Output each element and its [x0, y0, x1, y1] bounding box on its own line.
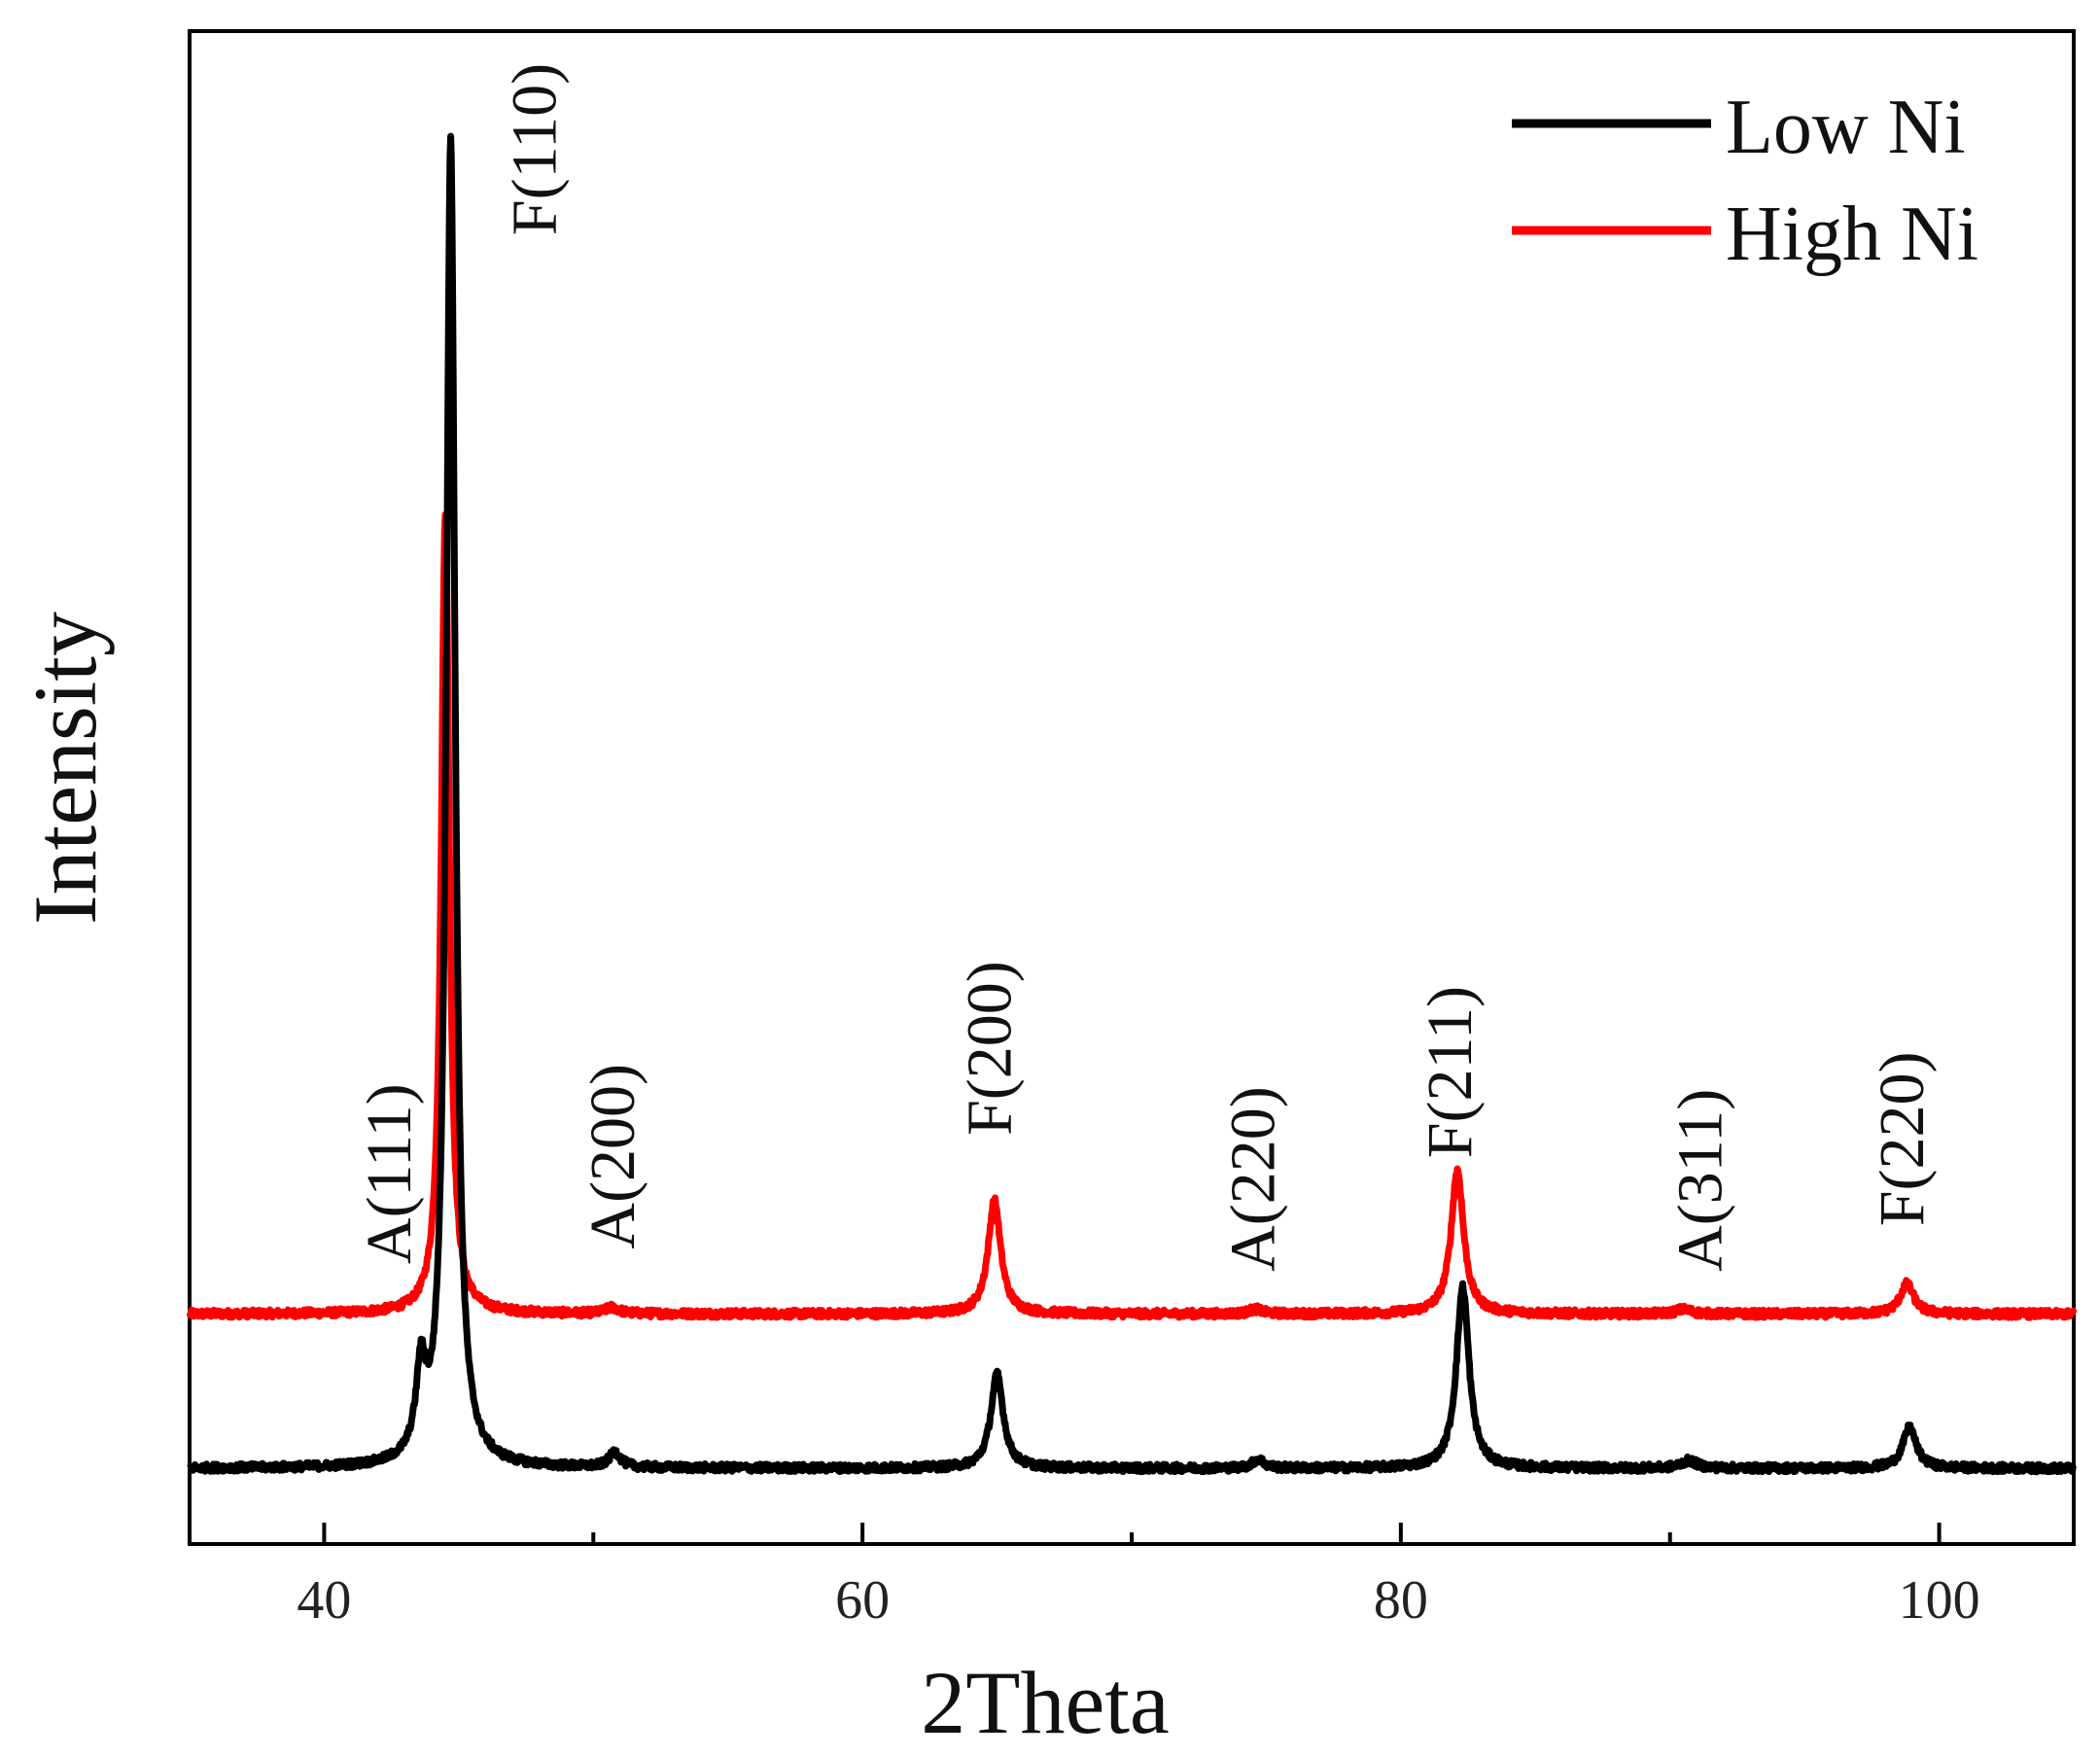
legend: Low Ni High Ni: [1512, 85, 1978, 277]
peak-label-f110: F(110): [500, 63, 571, 235]
x-axis-ticks: 40 60 80 100: [297, 1523, 1980, 1631]
x-tick-label-80: 80: [1374, 1570, 1428, 1631]
x-tick-label-40: 40: [297, 1570, 351, 1631]
x-tick-label-100: 100: [1899, 1570, 1980, 1631]
y-axis-title: Intensity: [16, 612, 115, 925]
legend-label-high-ni: High Ni: [1726, 192, 1978, 277]
legend-label-low-ni: Low Ni: [1726, 85, 1966, 170]
x-axis-title: 2Theta: [921, 1653, 1169, 1752]
peak-label-f211: F(211): [1415, 986, 1486, 1158]
series-line-low-ni: [187, 132, 2078, 1476]
peak-label-f220: F(220): [1867, 1052, 1938, 1227]
peak-annotations: A(111) F(110) A(200) F(200) A(220) F(211) A(31…: [354, 63, 1938, 1272]
peak-label-a220: A(220): [1218, 1086, 1289, 1272]
x-tick-label-60: 60: [835, 1570, 890, 1631]
peak-label-a111: A(111): [354, 1083, 425, 1264]
peak-label-a311: A(311): [1664, 1089, 1735, 1272]
series-layer: [186, 132, 2078, 1476]
peak-label-f200: F(200): [954, 961, 1025, 1136]
peak-label-a200: A(200): [578, 1064, 648, 1249]
series-line-high-ni: [186, 510, 2078, 1321]
